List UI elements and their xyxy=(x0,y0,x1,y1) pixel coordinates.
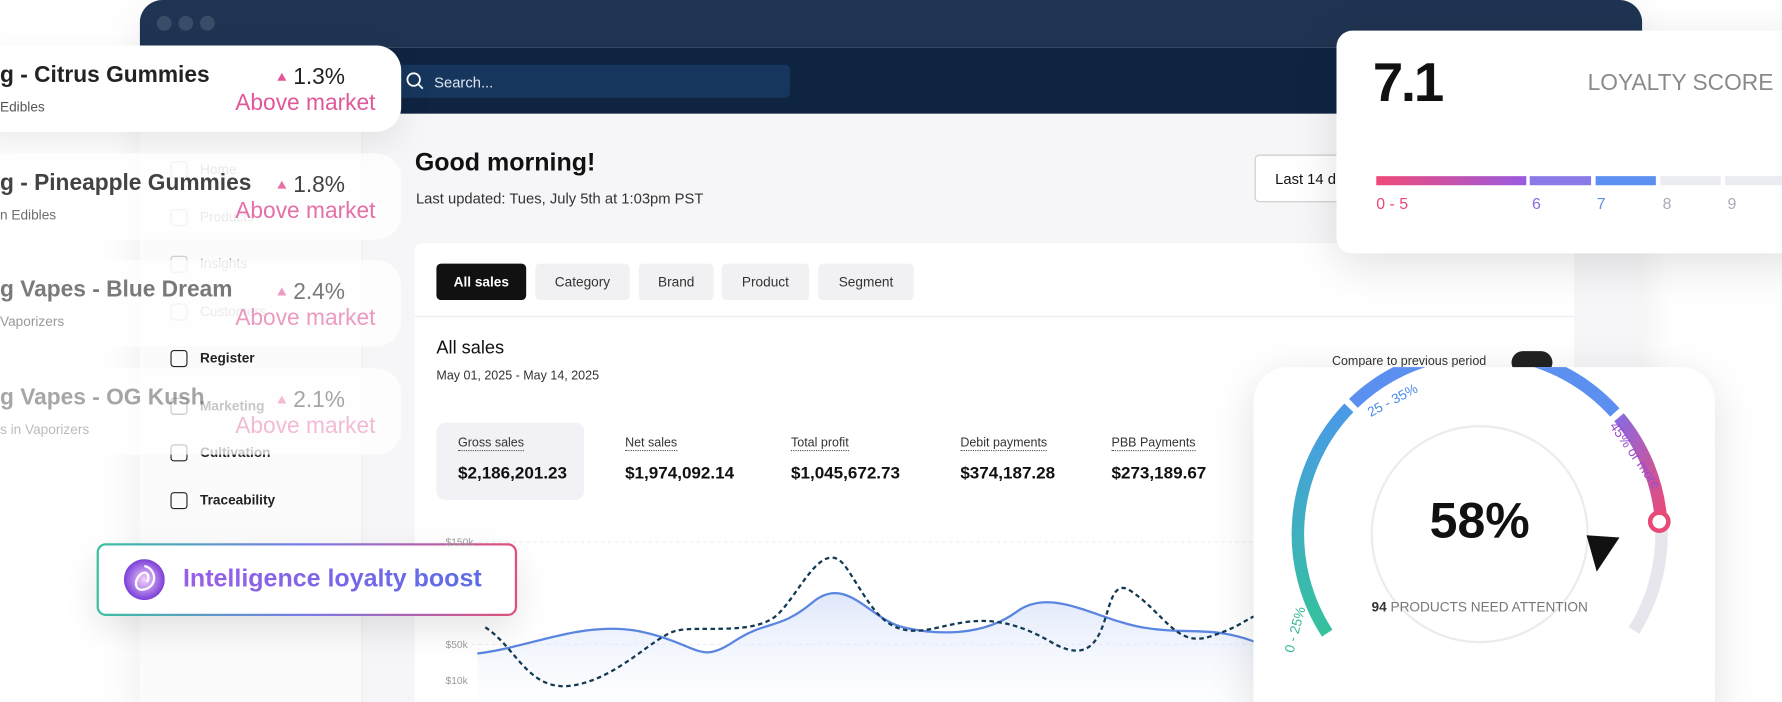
current-line xyxy=(477,592,1256,655)
y-tick-label: $50k xyxy=(445,638,468,651)
boost-badge xyxy=(96,543,518,616)
metric-highlight xyxy=(436,422,585,501)
gauge-arc xyxy=(1349,367,1620,417)
loyalty-title: LOYALTY SCORE xyxy=(1587,70,1774,96)
product-category: Edibles xyxy=(0,98,45,115)
score-label: 8 xyxy=(1662,194,1672,213)
sidebar-icon xyxy=(170,492,188,510)
product-category: Vaporizers xyxy=(0,313,65,330)
metric-value: $1,974,092.14 xyxy=(625,463,735,484)
tab[interactable]: Product xyxy=(721,263,810,301)
area-fill xyxy=(477,593,1256,702)
sales-dates: May 01, 2025 - May 14, 2025 xyxy=(436,369,600,383)
search-placeholder: Search... xyxy=(434,73,494,91)
score-segment xyxy=(1660,176,1721,186)
gauge: 58% 94 PRODUCTS NEED ATTENTION 0 - 25% 2… xyxy=(1282,367,1671,654)
previous-line xyxy=(484,556,1256,688)
score-segment xyxy=(1529,176,1592,186)
change-arrow xyxy=(277,394,287,403)
gauge-arc xyxy=(1291,403,1354,637)
product-card xyxy=(0,367,402,455)
gauge-arc xyxy=(1614,413,1668,522)
product-name: g - Pineapple Gummies xyxy=(0,169,252,195)
date-range-label: Last 14 da xyxy=(1275,170,1345,188)
gauge-marker xyxy=(1647,510,1671,534)
score-label: 0 - 5 xyxy=(1376,194,1409,213)
tab[interactable]: Category xyxy=(535,263,630,301)
last-updated: Last updated: Tues, July 5th at 1:03pm P… xyxy=(415,189,704,207)
sales-chart xyxy=(471,541,1256,702)
tab[interactable]: Segment xyxy=(818,263,914,301)
y-tick-label: $150k xyxy=(445,536,474,548)
metric-value: $374,187.28 xyxy=(960,463,1056,484)
metric-label: Gross sales xyxy=(458,436,525,452)
gauge-pointer xyxy=(1586,535,1620,572)
metric-label: Total profit xyxy=(790,436,849,452)
product-note: Above market xyxy=(235,305,376,331)
tab-divider xyxy=(414,315,1575,318)
product-change: 1.8% xyxy=(293,172,346,198)
product-category: s in Vaporizers xyxy=(0,421,90,437)
tab[interactable]: Brand xyxy=(638,263,714,301)
product-change: 2.4% xyxy=(293,279,346,305)
gauge-band-label: 0 - 25% xyxy=(1282,605,1309,654)
product-card xyxy=(0,45,402,132)
change-arrow xyxy=(277,180,287,189)
change-arrow xyxy=(277,287,287,296)
score-segment xyxy=(1595,176,1656,186)
metric-value: $273,189.67 xyxy=(1111,463,1207,484)
score-segment xyxy=(1376,176,1527,186)
sidebar-item[interactable]: Register xyxy=(200,350,255,366)
gauge-count: 94 xyxy=(1372,599,1388,614)
product-change: 2.1% xyxy=(293,386,346,412)
sidebar-icon xyxy=(170,350,188,368)
score-label: 7 xyxy=(1596,194,1606,213)
gauge-text: PRODUCTS NEED ATTENTION xyxy=(1391,599,1588,614)
change-arrow xyxy=(277,72,287,81)
score-segment xyxy=(1725,176,1782,186)
loyalty-score: 7.1 xyxy=(1372,53,1444,114)
product-note: Above market xyxy=(235,413,376,439)
gauge-message: 94 PRODUCTS NEED ATTENTION xyxy=(1372,599,1588,614)
metric-label: Net sales xyxy=(625,436,678,452)
search-icon xyxy=(406,72,424,90)
metric-label: PBB Payments xyxy=(1111,436,1196,452)
product-name: g Vapes - OG Kush xyxy=(0,384,205,410)
product-note: Above market xyxy=(235,198,376,224)
product-note: Above market xyxy=(235,90,376,116)
metric-value: $1,045,672.73 xyxy=(790,463,901,484)
sidebar-item[interactable]: Traceability xyxy=(200,492,276,509)
search-box[interactable] xyxy=(397,64,790,98)
window-dots xyxy=(156,15,215,36)
sales-title: All sales xyxy=(436,338,505,358)
metric-label: Debit payments xyxy=(960,436,1048,452)
compare-label: Compare to previous period xyxy=(1331,354,1487,369)
product-name: g - Citrus Gummies xyxy=(0,62,210,88)
y-tick-label: $10k xyxy=(445,675,468,687)
metric-value: $2,186,201.23 xyxy=(458,463,568,484)
gauge-percent: 58% xyxy=(1430,493,1530,549)
product-change: 1.3% xyxy=(293,64,346,90)
tab[interactable]: All sales xyxy=(436,263,527,301)
gauge-center xyxy=(1370,425,1589,644)
product-name: g Vapes - Blue Dream xyxy=(0,277,233,303)
gauge-arc xyxy=(1628,527,1668,634)
boost-icon xyxy=(123,559,165,601)
boost-label: Intelligence loyalty boost xyxy=(182,563,482,593)
product-card xyxy=(0,152,402,240)
product-card xyxy=(0,260,402,347)
score-label: 6 xyxy=(1531,194,1541,213)
product-category: n Edibles xyxy=(0,206,57,223)
score-label: 9 xyxy=(1727,194,1737,213)
greeting-title: Good morning! xyxy=(414,147,596,177)
loyalty-card xyxy=(1336,30,1782,254)
